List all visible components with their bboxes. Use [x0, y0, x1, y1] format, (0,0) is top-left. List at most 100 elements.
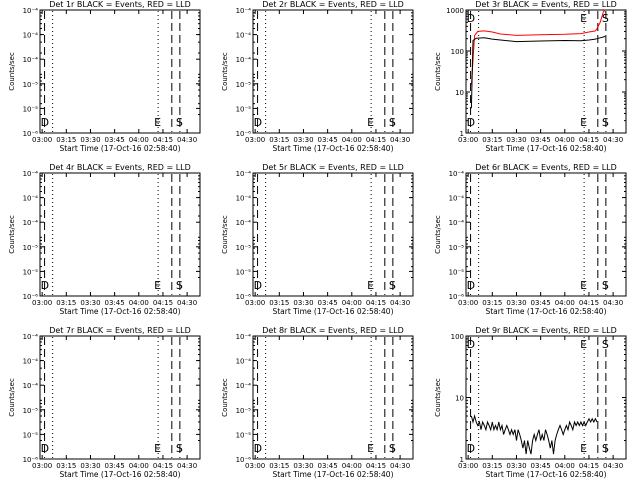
- detector-panel-8: Det 8r BLACK = Events, RED = LLD 03:00 03:…: [221, 326, 414, 479]
- time-marker-label-top: D: [467, 338, 475, 351]
- y-tick-label: 10⁻⁴: [236, 219, 252, 227]
- y-tick-label: 10⁻⁵: [236, 244, 252, 252]
- panel-title: Det 6r BLACK = Events, RED = LLD: [475, 163, 617, 172]
- y-axis-label: Counts/sec: [8, 52, 16, 91]
- x-tick-label: 03:30: [293, 299, 313, 307]
- plot-frame: [252, 172, 414, 297]
- x-tick-label: 04:15: [366, 136, 386, 144]
- y-tick-label: 10⁻⁴: [449, 170, 465, 178]
- x-tick-label: 03:45: [531, 136, 551, 144]
- x-tick-label: 03:45: [318, 299, 338, 307]
- detector-panel-6: Det 6r BLACK = Events, RED = LLD 03:00 03:…: [434, 163, 627, 316]
- time-marker-label-top: S: [602, 338, 609, 351]
- detector-panel-2: Det 2r BLACK = Events, RED = LLD 03:00 03:…: [221, 0, 414, 153]
- x-tick-label: 04:15: [366, 462, 386, 470]
- y-tick-label: 10⁻⁴: [23, 358, 39, 366]
- plot-frame: [39, 335, 201, 460]
- x-tick-label: 03:45: [105, 136, 125, 144]
- time-marker-label: E: [154, 442, 161, 455]
- y-tick-label: 100: [451, 333, 464, 341]
- time-marker-label: D: [467, 279, 475, 292]
- panel-title: Det 4r BLACK = Events, RED = LLD: [49, 163, 191, 172]
- y-tick-label: 10⁻⁴: [23, 7, 39, 15]
- x-tick-label: 03:15: [56, 299, 76, 307]
- x-tick-label: 04:30: [603, 136, 623, 144]
- y-tick-label: 100: [451, 48, 464, 56]
- x-tick-label: 03:15: [482, 462, 502, 470]
- time-marker-label-top: S: [602, 12, 609, 25]
- y-tick-label: 1: [460, 456, 464, 464]
- y-tick-label: 10⁻⁴: [449, 219, 465, 227]
- x-tick-label: 04:15: [153, 136, 173, 144]
- x-tick-label: 04:00: [342, 136, 362, 144]
- x-tick-label: 03:15: [269, 462, 289, 470]
- y-tick-label: 10⁻⁵: [236, 431, 252, 439]
- time-marker-label: E: [367, 116, 374, 129]
- time-marker-label: D: [254, 442, 262, 455]
- data-series-line: [470, 9, 606, 85]
- y-tick-label: 10⁻⁴: [236, 333, 252, 341]
- x-axis-label: Start Time (17-Oct-16 02:58:40): [485, 470, 606, 479]
- plot-frame: [465, 172, 627, 297]
- x-tick-label: 04:15: [366, 299, 386, 307]
- y-tick-label: 10: [455, 89, 464, 97]
- detector-panel-5: Det 5r BLACK = Events, RED = LLD 03:00 03:…: [221, 163, 414, 316]
- time-marker-label: S: [176, 279, 183, 292]
- x-tick-label: 03:45: [105, 299, 125, 307]
- plot-frame: [252, 335, 414, 460]
- x-tick-label: 03:00: [32, 462, 52, 470]
- y-tick-label: 10⁻⁵: [236, 407, 252, 415]
- time-marker-label: S: [389, 442, 396, 455]
- x-tick-label: 04:30: [177, 299, 197, 307]
- plot-frame: [252, 9, 414, 134]
- data-series-line: [470, 414, 598, 455]
- x-tick-label: 03:00: [245, 462, 265, 470]
- y-tick-label: 10⁻⁴: [236, 358, 252, 366]
- x-tick-label: 04:00: [129, 299, 149, 307]
- x-tick-label: 03:15: [269, 299, 289, 307]
- detector-panel-1: Det 1r BLACK = Events, RED = LLD 03:00 03:…: [8, 0, 201, 153]
- panel-title: Det 1r BLACK = Events, RED = LLD: [49, 0, 191, 9]
- detector-panel-4: Det 4r BLACK = Events, RED = LLD 03:00 03:…: [8, 163, 201, 316]
- y-axis-label: Counts/sec: [8, 378, 16, 417]
- time-marker-label: S: [176, 116, 183, 129]
- plot-frame: [465, 335, 627, 460]
- time-marker-label: D: [467, 442, 475, 455]
- panel-title: Det 2r BLACK = Events, RED = LLD: [262, 0, 404, 9]
- panel-title: Det 3r BLACK = Events, RED = LLD: [475, 0, 617, 9]
- y-tick-label: 10⁻⁵: [23, 81, 39, 89]
- plot-frame: [465, 9, 627, 134]
- x-tick-label: 04:30: [603, 462, 623, 470]
- x-tick-label: 04:15: [153, 462, 173, 470]
- time-marker-label: E: [580, 279, 587, 292]
- time-marker-label: E: [367, 442, 374, 455]
- x-tick-label: 04:00: [555, 299, 575, 307]
- detector-panel-9: Det 9r BLACK = Events, RED = LLD 03:00 03:…: [434, 326, 627, 479]
- panel-title: Det 8r BLACK = Events, RED = LLD: [262, 326, 404, 335]
- time-marker-label: E: [367, 279, 374, 292]
- x-tick-label: 03:45: [318, 462, 338, 470]
- y-tick-label: 10⁻⁴: [236, 195, 252, 203]
- x-tick-label: 03:30: [506, 136, 526, 144]
- time-marker-label: E: [580, 116, 587, 129]
- y-tick-label: 1: [460, 130, 464, 138]
- x-tick-label: 03:45: [531, 462, 551, 470]
- y-tick-label: 10⁻⁵: [449, 268, 465, 276]
- x-tick-label: 03:30: [80, 136, 100, 144]
- y-tick-label: 10⁻⁴: [236, 170, 252, 178]
- time-marker-label: S: [389, 279, 396, 292]
- y-tick-label: 10⁻⁶: [236, 456, 252, 464]
- y-tick-label: 10⁻⁴: [449, 195, 465, 203]
- y-tick-label: 10⁻⁶: [236, 293, 252, 301]
- data-series-line: [470, 35, 606, 109]
- x-tick-label: 04:00: [129, 136, 149, 144]
- x-axis-label: Start Time (17-Oct-16 02:58:40): [59, 307, 180, 316]
- x-tick-label: 03:15: [482, 136, 502, 144]
- x-tick-label: 03:15: [56, 136, 76, 144]
- x-tick-label: 04:00: [342, 299, 362, 307]
- x-tick-label: 03:00: [245, 136, 265, 144]
- y-tick-label: 10⁻⁴: [23, 170, 39, 178]
- y-tick-label: 10⁻⁵: [23, 105, 39, 113]
- y-tick-label: 10⁻⁵: [23, 431, 39, 439]
- x-axis-label: Start Time (17-Oct-16 02:58:40): [272, 470, 393, 479]
